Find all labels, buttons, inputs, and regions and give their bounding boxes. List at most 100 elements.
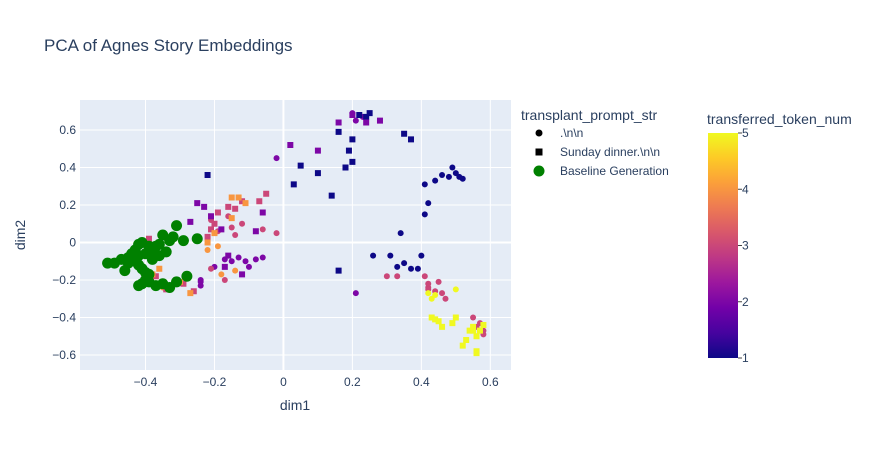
data-point-square bbox=[342, 164, 349, 171]
baseline-point bbox=[181, 270, 193, 282]
baseline-point bbox=[153, 238, 165, 250]
data-point-square bbox=[180, 280, 187, 287]
data-point-square bbox=[401, 130, 408, 137]
data-point-square bbox=[259, 209, 266, 216]
legend-circle-icon bbox=[533, 165, 545, 177]
baseline-point bbox=[133, 280, 145, 292]
data-point-square bbox=[363, 119, 370, 126]
data-point-square bbox=[376, 117, 383, 124]
data-point-square bbox=[204, 172, 211, 178]
legend-item-baseline-generation[interactable]: Baseline Generation bbox=[533, 164, 669, 178]
data-point-square bbox=[187, 218, 194, 225]
data-point-square bbox=[208, 213, 215, 220]
colorbar-ticks: 1 2 3 4 5 bbox=[738, 126, 749, 365]
legend-label: Baseline Generation bbox=[560, 164, 669, 178]
data-point-circle bbox=[408, 265, 415, 272]
data-point-square bbox=[473, 333, 480, 340]
data-point-circle bbox=[242, 258, 249, 265]
data-point-square bbox=[218, 226, 225, 233]
data-point-circle bbox=[273, 230, 280, 237]
colorbar-tick-label: 5 bbox=[742, 126, 749, 140]
data-point-square bbox=[232, 205, 239, 212]
data-point-square bbox=[335, 128, 342, 135]
data-point-square bbox=[439, 323, 446, 330]
data-point-circle bbox=[273, 155, 280, 162]
data-point-circle bbox=[442, 295, 449, 302]
data-point-square bbox=[208, 226, 215, 233]
data-point-square bbox=[228, 215, 235, 222]
data-point-square bbox=[349, 136, 356, 143]
data-point-circle bbox=[421, 181, 428, 188]
baseline-point bbox=[171, 276, 183, 288]
colorbar: transferred_token_num 1 2 3 4 5 bbox=[707, 111, 852, 365]
data-point-square bbox=[211, 230, 218, 237]
data-point-circle bbox=[401, 260, 408, 267]
data-point-square bbox=[408, 136, 415, 143]
data-point-circle bbox=[204, 247, 211, 253]
data-point-circle bbox=[218, 271, 225, 278]
y-axis-label: dim2 bbox=[12, 220, 28, 251]
data-point-square bbox=[349, 158, 356, 165]
data-point-square bbox=[225, 203, 232, 210]
data-point-square bbox=[214, 209, 221, 216]
data-point-square bbox=[263, 190, 270, 197]
legend-label: Sunday dinner.\n\n bbox=[560, 145, 660, 159]
data-point-square bbox=[449, 320, 456, 327]
data-point-square bbox=[459, 342, 466, 349]
data-point-circle bbox=[418, 252, 425, 259]
colorbar-gradient bbox=[708, 133, 738, 358]
data-point-square bbox=[297, 162, 304, 169]
y-tick-label: 0.6 bbox=[59, 123, 76, 137]
legend[interactable]: transplant_prompt_str .\n\n Sunday dinne… bbox=[521, 107, 669, 178]
data-point-circle bbox=[245, 263, 252, 270]
data-point-square bbox=[287, 142, 294, 148]
x-tick-label: −0.2 bbox=[203, 375, 227, 389]
data-points bbox=[102, 110, 487, 357]
data-point-square bbox=[366, 110, 373, 117]
data-point-circle bbox=[197, 278, 204, 285]
legend-item-sunday-dinner[interactable]: Sunday dinner.\n\n bbox=[535, 145, 661, 159]
data-point-circle bbox=[425, 290, 432, 297]
data-point-circle bbox=[432, 177, 439, 184]
data-point-circle bbox=[452, 286, 459, 293]
data-point-circle bbox=[421, 211, 428, 218]
data-point-square bbox=[187, 290, 194, 297]
data-point-square bbox=[145, 235, 152, 242]
data-point-square bbox=[349, 112, 356, 118]
data-point-circle bbox=[387, 252, 394, 259]
data-point-circle bbox=[214, 243, 221, 250]
data-point-square bbox=[470, 327, 477, 334]
baseline-point bbox=[171, 220, 183, 232]
x-tick-label: −0.4 bbox=[134, 375, 158, 389]
data-point-circle bbox=[239, 220, 246, 227]
data-point-circle bbox=[394, 263, 401, 270]
data-point-square bbox=[476, 327, 483, 334]
data-point-circle bbox=[435, 278, 442, 285]
data-point-circle bbox=[394, 273, 401, 280]
data-point-square bbox=[428, 314, 435, 321]
data-point-square bbox=[435, 318, 442, 325]
colorbar-tick-label: 1 bbox=[742, 351, 749, 365]
data-point-square bbox=[463, 337, 470, 343]
data-point-circle bbox=[259, 254, 266, 261]
data-point-circle bbox=[208, 265, 215, 272]
baseline-point bbox=[160, 246, 172, 258]
data-point-circle bbox=[432, 292, 439, 298]
data-point-square bbox=[363, 113, 370, 120]
data-point-square bbox=[252, 228, 259, 235]
data-point-square bbox=[328, 192, 335, 199]
x-tick-label: 0.2 bbox=[344, 375, 361, 389]
y-tick-label: −0.4 bbox=[52, 311, 76, 325]
data-point-square bbox=[204, 233, 211, 240]
data-point-circle bbox=[449, 164, 456, 171]
grid-lines bbox=[80, 100, 511, 370]
colorbar-tick-label: 2 bbox=[742, 295, 749, 309]
plot-area bbox=[80, 100, 511, 370]
baseline-point bbox=[177, 235, 189, 247]
colorbar-tick-label: 4 bbox=[742, 182, 749, 196]
data-point-square bbox=[314, 170, 321, 177]
x-tick-label: 0 bbox=[280, 375, 287, 389]
legend-item-dot-newlines[interactable]: .\n\n bbox=[535, 126, 584, 140]
